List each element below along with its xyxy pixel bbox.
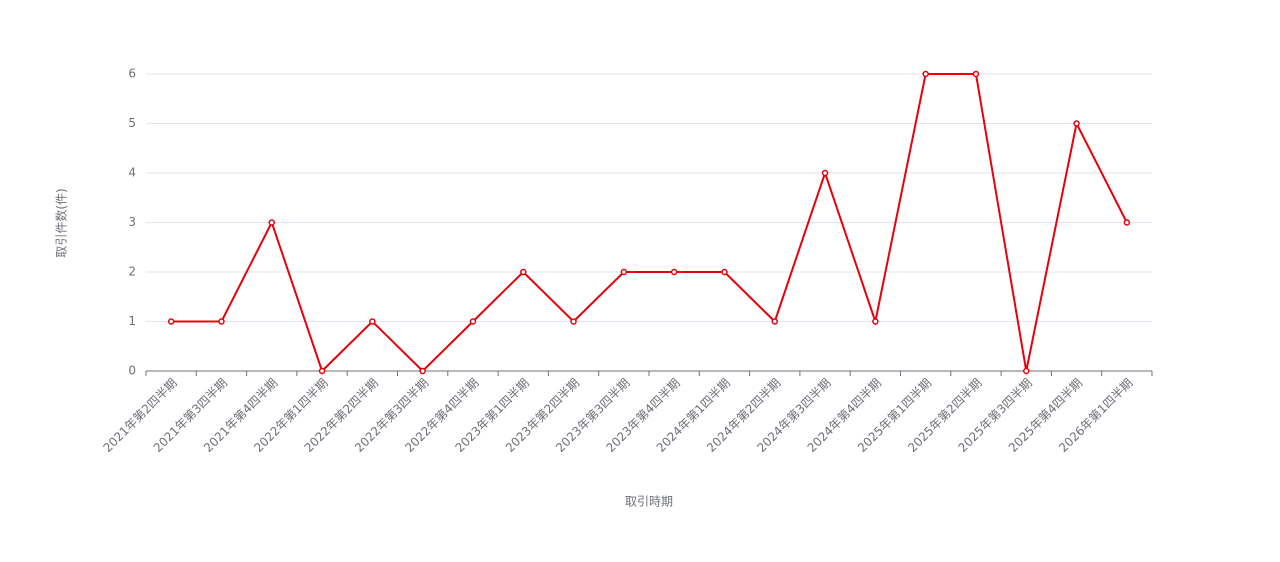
data-point — [721, 268, 728, 276]
data-point — [369, 318, 376, 325]
data-point — [1023, 367, 1030, 375]
x-axis-label: 取引時期 — [625, 495, 673, 509]
series-line — [171, 73, 1128, 373]
y-tick-label: 6 — [128, 67, 136, 81]
data-point — [972, 70, 980, 78]
data-point — [570, 318, 577, 325]
data-point — [821, 169, 829, 177]
data-point — [419, 367, 426, 375]
data-point — [1123, 219, 1131, 226]
y-tick-label: 4 — [128, 166, 136, 180]
data-point — [218, 318, 225, 325]
data-point — [1073, 120, 1080, 127]
data-point — [620, 268, 628, 276]
y-axis-label: 取引件数(件) — [54, 188, 69, 257]
y-tick-label: 0 — [128, 364, 136, 378]
data-point — [268, 219, 275, 226]
data-point — [469, 318, 477, 325]
y-tick-label: 5 — [128, 116, 136, 130]
data-point — [670, 268, 678, 276]
y-tick-label: 3 — [128, 215, 136, 229]
y-tick-label: 2 — [128, 265, 136, 279]
data-point — [872, 318, 879, 325]
y-tick-label: 1 — [128, 314, 136, 328]
data-point — [520, 268, 527, 276]
data-point — [771, 318, 778, 325]
data-point — [922, 70, 929, 78]
data-point — [318, 367, 326, 375]
data-point — [167, 318, 175, 325]
